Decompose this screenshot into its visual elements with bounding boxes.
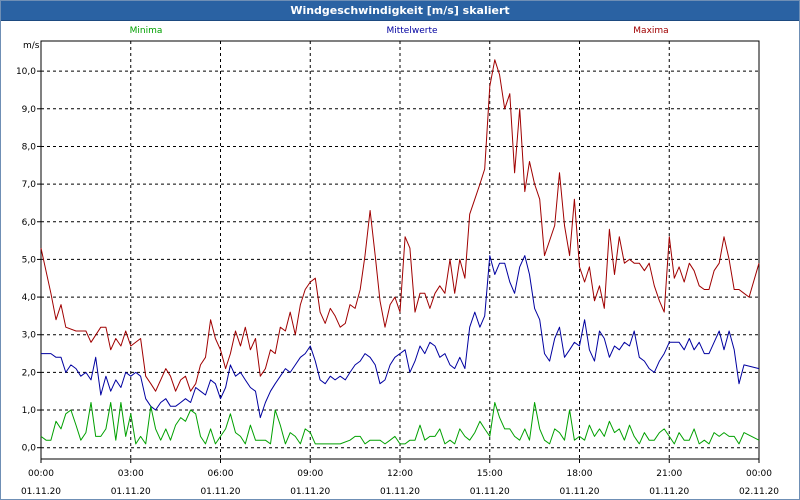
x-tick-label-time: 12:00 [387,469,413,479]
y-tick-label: 10,0 [16,67,36,77]
series-line-mittelwerte [41,255,760,419]
window-title: Windgeschwindigkeit [m/s] skaliert [1,1,799,21]
legend-mittelwerte: Mittelwerte [386,26,437,36]
x-tick-label-date: 01.11.20 [200,487,240,497]
x-tick-label-time: 15:00 [477,469,503,479]
series-line-minima [40,402,760,445]
y-tick-label: 6,0 [22,218,37,228]
y-axis-unit: m/s [23,41,40,51]
x-tick-label-time: 18:00 [567,469,593,479]
x-tick-label-date: 01.11.20 [559,487,599,497]
wind-speed-chart: 0,0 1,0 2,0 3,0 4,0 5,0 6,0 7,0 8,0 9,0 10,0 00:00 0… [16,26,779,497]
x-tick-label-time: 03:00 [118,469,144,479]
x-tick-label-date: 01.11.20 [380,487,420,497]
y-tick-label: 4,0 [22,293,37,303]
y-tick-label: 5,0 [22,255,37,265]
x-tick-label-time: 09:00 [297,469,323,479]
x-tick-label-date: 01.11.20 [649,487,689,497]
x-tick-label-date: 01.11.20 [111,487,151,497]
y-tick-label: 7,0 [22,180,37,190]
y-tick-label: 0,0 [22,444,37,454]
y-tick-label: 1,0 [22,406,37,416]
x-tick-label-time: 06:00 [208,469,234,479]
x-tick-label-time: 00:00 [28,469,54,479]
y-tick-label: 9,0 [22,105,37,115]
series-line-maxima [40,59,760,392]
y-tick-label: 3,0 [22,331,37,341]
x-tick-label-time: 21:00 [656,469,682,479]
y-tick-label: 8,0 [22,142,37,152]
x-tick-label-date: 01.11.20 [21,487,61,497]
x-tick-label-date: 01.11.20 [290,487,330,497]
y-tick-label: 2,0 [22,368,37,378]
x-tick-label-date: 02.11.20 [739,487,779,497]
legend-maxima: Maxima [633,26,668,36]
legend-minima: Minima [130,26,163,36]
x-tick-label-time: 00:00 [746,469,772,479]
x-tick-label-date: 01.11.20 [470,487,510,497]
